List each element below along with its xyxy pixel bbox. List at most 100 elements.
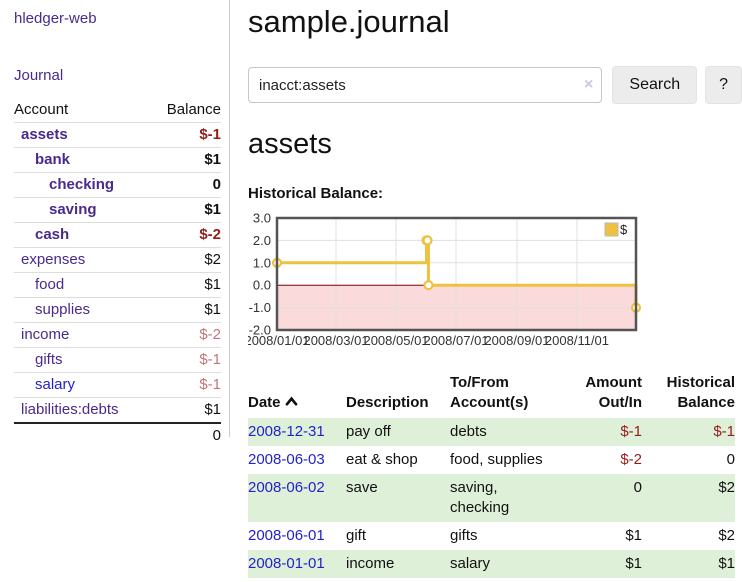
register-row: 2008-06-02 save saving, checking 0 $2 [248, 474, 735, 522]
svg-text:1.0: 1.0 [253, 255, 271, 270]
account-balance: 0 [150, 172, 221, 198]
account-link[interactable]: salary [35, 376, 76, 393]
transaction-amount: $1 [625, 527, 642, 544]
transaction-accounts: gifts [450, 527, 478, 544]
transaction-description: pay off [346, 423, 391, 440]
svg-text:2008/07/01: 2008/07/01 [423, 333, 488, 348]
account-link[interactable]: gifts [35, 351, 63, 368]
account-balance: $1 [150, 147, 221, 173]
register-row: 2008-12-31 pay off debts $-1 $-1 [248, 418, 735, 446]
search-field-wrap: × [248, 67, 603, 103]
svg-text:2008/05/01: 2008/05/01 [363, 333, 428, 348]
account-link[interactable]: checking [49, 176, 115, 193]
transaction-balance: $2 [718, 527, 735, 544]
svg-text:2.0: 2.0 [253, 233, 271, 248]
account-link[interactable]: supplies [35, 301, 91, 318]
account-link[interactable]: bank [35, 151, 71, 168]
transaction-date-link[interactable]: 2008-06-02 [248, 479, 325, 496]
account-row: assets $-1 [14, 122, 221, 148]
chevron-up-icon [285, 392, 298, 412]
transaction-date-link[interactable]: 2008-12-31 [248, 423, 325, 440]
transaction-balance: 0 [726, 451, 735, 468]
accounts-table: Account Balance assets $-1 bank $1 check… [14, 98, 221, 448]
account-row: salary $-1 [14, 372, 221, 398]
app-title-link[interactable]: hledger-web [14, 10, 97, 27]
transaction-description: income [346, 555, 395, 572]
account-link[interactable]: income [21, 326, 70, 343]
account-row: bank $1 [14, 147, 221, 173]
sidebar: hledger-web Journal Account Balance asse… [0, 0, 230, 448]
svg-text:2008/03/01: 2008/03/01 [303, 333, 368, 348]
account-balance: $2 [150, 247, 221, 273]
account-link[interactable]: food [35, 276, 65, 293]
transaction-description: save [346, 479, 378, 496]
transaction-balance: $2 [718, 479, 735, 496]
svg-text:-2.0: -2.0 [249, 323, 271, 338]
page-title: sample.journal [248, 4, 450, 39]
account-row: cash $-2 [14, 222, 221, 248]
register-row: 2008-06-01 gift gifts $1 $2 [248, 522, 735, 550]
account-link[interactable]: cash [35, 226, 70, 243]
search-input[interactable] [248, 67, 603, 103]
svg-text:3.0: 3.0 [253, 211, 271, 226]
nav-journal-link[interactable]: Journal [14, 67, 64, 84]
clear-search-icon[interactable]: × [584, 76, 594, 93]
transaction-amount: $1 [625, 555, 642, 572]
account-balance: $-1 [150, 372, 221, 398]
register-row: 2008-06-03 eat & shop food, supplies $-2… [248, 446, 735, 474]
historical-balance-chart: $3.0 2.0 1.0 0.0 -1.0 -2.02008/01/012008/03/0… [248, 211, 642, 348]
account-link[interactable]: liabilities:debts [21, 401, 119, 418]
account-balance: $-1 [150, 347, 221, 373]
svg-text:2008/01/01: 2008/01/01 [248, 333, 310, 348]
account-row: expenses $2 [14, 247, 221, 273]
account-row: liabilities:debts $1 [14, 397, 221, 423]
account-link[interactable]: assets [21, 126, 68, 143]
transaction-date-link[interactable]: 2008-06-03 [248, 451, 325, 468]
account-row: saving $1 [14, 197, 221, 223]
account-row: gifts $-1 [14, 347, 221, 373]
accounts-body: assets $-1 bank $1 checking 0 saving $1 … [14, 122, 221, 423]
search-button[interactable]: Search [612, 66, 698, 104]
account-row: food $1 [14, 272, 221, 298]
transaction-amount: 0 [633, 479, 642, 496]
account-row: supplies $1 [14, 297, 221, 323]
account-balance: $-2 [150, 322, 221, 348]
col-accounts: To/From Account(s) [450, 374, 529, 411]
svg-text:0.0: 0.0 [253, 278, 271, 293]
account-balance: $1 [150, 272, 221, 298]
transaction-accounts: food, supplies [450, 451, 543, 468]
accounts-total-value: 0 [150, 422, 221, 448]
register-body: 2008-12-31 pay off debts $-1 $-1 2008-06… [248, 418, 735, 578]
accounts-header-account: Account [14, 101, 69, 118]
col-date[interactable]: Date [248, 373, 346, 418]
register-row: 2008-01-01 income salary $1 $1 [248, 550, 735, 578]
svg-text:2008/09/01: 2008/09/01 [484, 333, 549, 348]
svg-text:2008/11/01: 2008/11/01 [545, 333, 609, 348]
account-row: income $-2 [14, 322, 221, 348]
main-content: sample.journal × Search ? assets Histori… [248, 0, 742, 578]
account-balance: $-1 [150, 122, 221, 148]
account-link[interactable]: expenses [21, 251, 86, 268]
help-button[interactable]: ? [705, 66, 742, 104]
transaction-accounts: saving, checking [450, 479, 510, 516]
account-balance: $1 [150, 297, 221, 323]
svg-text:-1.0: -1.0 [249, 300, 271, 315]
account-row: checking 0 [14, 172, 221, 198]
col-amount: Amount Out/In [585, 374, 642, 411]
transaction-date-link[interactable]: 2008-06-01 [248, 527, 325, 544]
transaction-balance: $-1 [713, 423, 735, 440]
account-balance: $-2 [150, 222, 221, 248]
col-balance: Historical Balance [666, 374, 735, 411]
transaction-amount: $-1 [620, 423, 642, 440]
transaction-accounts: salary [450, 555, 491, 572]
register-table: Date Description To/From Account(s) Amou… [248, 373, 735, 578]
col-description: Description [346, 394, 429, 411]
accounts-total-row: 0 [14, 422, 221, 448]
transaction-date-link[interactable]: 2008-01-01 [248, 555, 325, 572]
transaction-description: gift [346, 527, 367, 544]
account-link[interactable]: saving [49, 201, 97, 218]
search-form: × Search ? [248, 66, 742, 104]
accounts-header-balance: Balance [166, 101, 221, 118]
register-header-row: Date Description To/From Account(s) Amou… [248, 373, 735, 418]
